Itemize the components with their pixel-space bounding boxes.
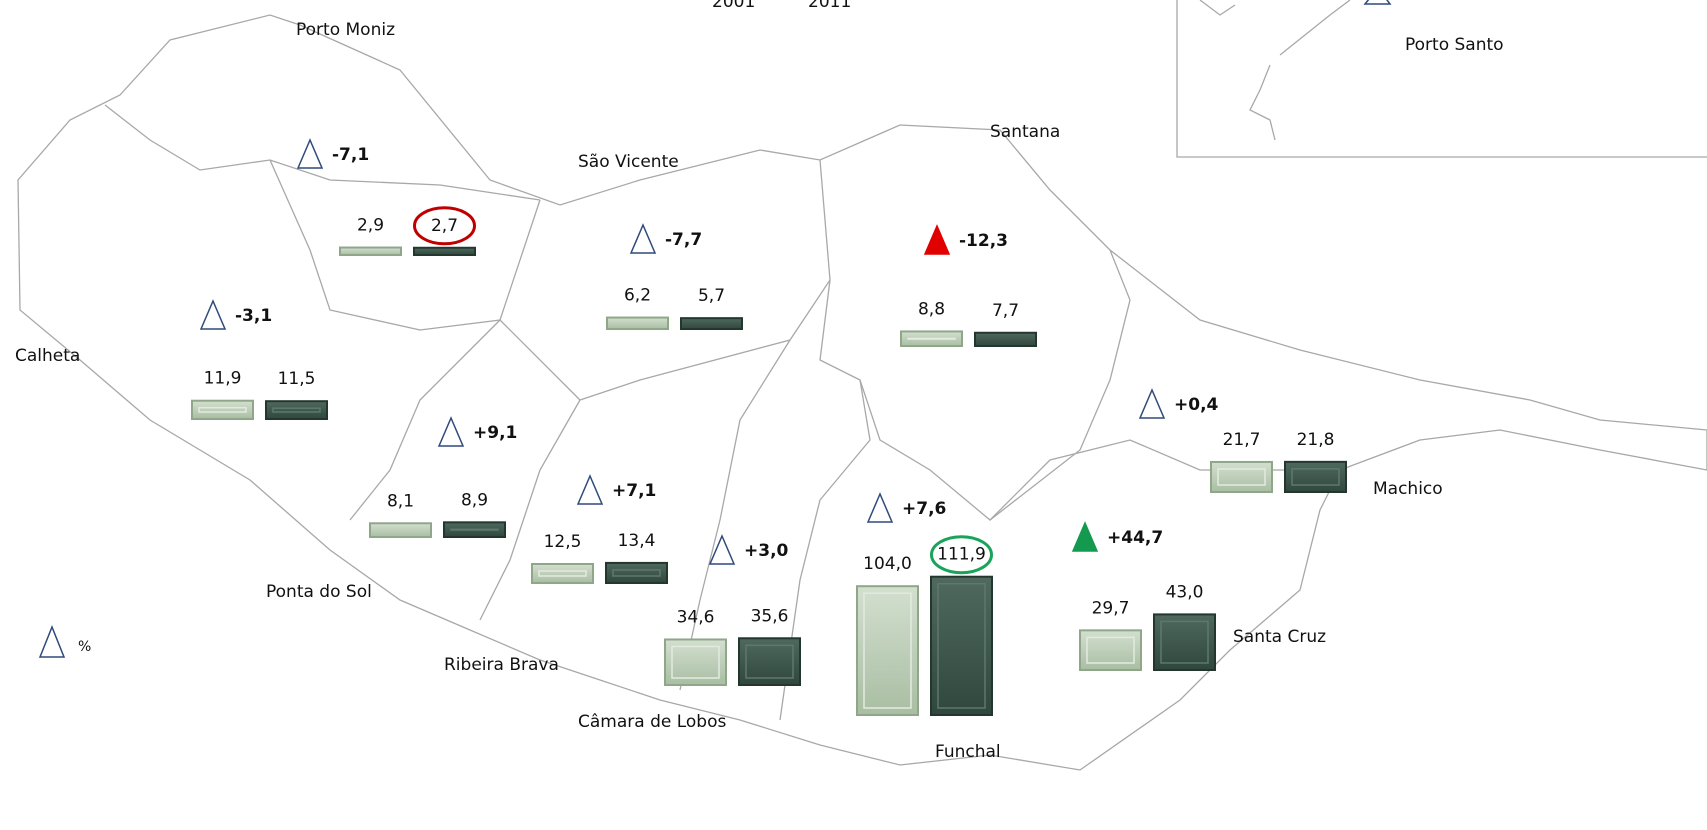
municipality-name: Funchal [935, 742, 1001, 762]
legend-unit: % [78, 639, 91, 655]
delta-label: +3,0 [744, 541, 789, 561]
delta-triangle [866, 492, 894, 523]
legend-triangle [38, 624, 66, 658]
value-label: 29,7 [1092, 598, 1130, 618]
value-label: 2,7 [431, 216, 458, 236]
bar-bevel [612, 569, 661, 577]
delta-label: -12,3 [959, 231, 1008, 251]
municipality-name: Machico [1373, 479, 1443, 499]
value-label: 11,9 [204, 369, 242, 389]
municipality-name: Santana [990, 122, 1060, 142]
bar [1079, 629, 1142, 671]
delta-triangle [1138, 388, 1166, 419]
bar-bevel [450, 528, 499, 531]
municipality-name: Ribeira Brava [444, 655, 559, 675]
value-label: 8,1 [387, 491, 414, 511]
bar-bevel [1086, 636, 1135, 664]
delta-label: +7,6 [902, 499, 946, 519]
bar-bevel [1217, 468, 1266, 486]
value-label: 34,6 [677, 607, 715, 627]
value-label: 2,9 [357, 216, 384, 236]
municipality-name: Calheta [15, 346, 80, 366]
municipality-name: Câmara de Lobos [578, 712, 726, 732]
bar [930, 575, 993, 716]
delta-label: +0,4 [1174, 395, 1219, 415]
bar-bevel [1291, 468, 1340, 486]
delta-triangle [923, 224, 951, 255]
highlight-circle [413, 206, 476, 246]
legend-year: 2011 [808, 0, 851, 12]
legend-year: 2001 [712, 0, 755, 12]
delta-label: -3,1 [235, 306, 272, 326]
bar-bevel [538, 570, 587, 577]
bar-bevel [1160, 620, 1209, 664]
municipality-name: São Vicente [578, 152, 679, 172]
value-label: 111,9 [937, 545, 986, 565]
value-label: 5,7 [698, 286, 725, 306]
value-label: 6,2 [624, 286, 651, 306]
delta-label: +7,1 [612, 481, 656, 501]
delta-triangle [708, 534, 736, 565]
value-label: 21,8 [1297, 430, 1335, 450]
bar [191, 399, 254, 421]
delta-triangle [199, 299, 227, 330]
delta-triangle [437, 416, 465, 447]
value-label: 8,9 [461, 490, 488, 510]
delta-triangle [1071, 521, 1099, 552]
inset-frame [1176, 0, 1707, 158]
bar [1284, 460, 1347, 493]
bar [856, 585, 919, 717]
delta-label: +44,7 [1107, 528, 1163, 548]
bar-bevel [937, 582, 986, 709]
bar [413, 246, 476, 256]
bar [680, 317, 743, 331]
bar-bevel [863, 592, 912, 709]
bar-bevel [272, 407, 321, 413]
municipality-name: Porto Moniz [296, 20, 395, 40]
municipality-name: Ponta do Sol [266, 582, 372, 602]
bar [605, 561, 668, 584]
inset-delta-triangle [1363, 0, 1392, 5]
highlight-circle [930, 535, 993, 575]
bar-bevel [671, 645, 720, 679]
bar-bevel [907, 337, 956, 340]
bar [1210, 460, 1273, 493]
municipality-name: Santa Cruz [1233, 627, 1326, 647]
delta-label: -7,7 [665, 230, 702, 250]
bar [738, 637, 801, 687]
bar [606, 316, 669, 330]
delta-triangle [629, 223, 657, 254]
value-label: 8,8 [918, 299, 945, 319]
bar [265, 400, 328, 421]
bar [369, 522, 432, 539]
bar [1153, 613, 1216, 672]
value-label: 35,6 [751, 606, 789, 626]
value-label: 11,5 [278, 369, 316, 389]
value-label: 13,4 [618, 531, 656, 551]
value-label: 21,7 [1223, 430, 1261, 450]
bar-bevel [745, 644, 794, 679]
inset-label: Porto Santo [1405, 35, 1504, 55]
bar [339, 246, 402, 257]
delta-label: -7,1 [332, 145, 369, 165]
bar-bevel [198, 406, 247, 413]
delta-triangle [296, 138, 324, 169]
delta-triangle [576, 474, 604, 505]
value-label: 43,0 [1166, 582, 1204, 602]
value-label: 104,0 [863, 554, 912, 574]
delta-label: +9,1 [473, 423, 517, 443]
bar [531, 563, 594, 584]
bar [974, 331, 1037, 348]
value-label: 12,5 [544, 532, 582, 552]
value-label: 7,7 [992, 301, 1019, 321]
